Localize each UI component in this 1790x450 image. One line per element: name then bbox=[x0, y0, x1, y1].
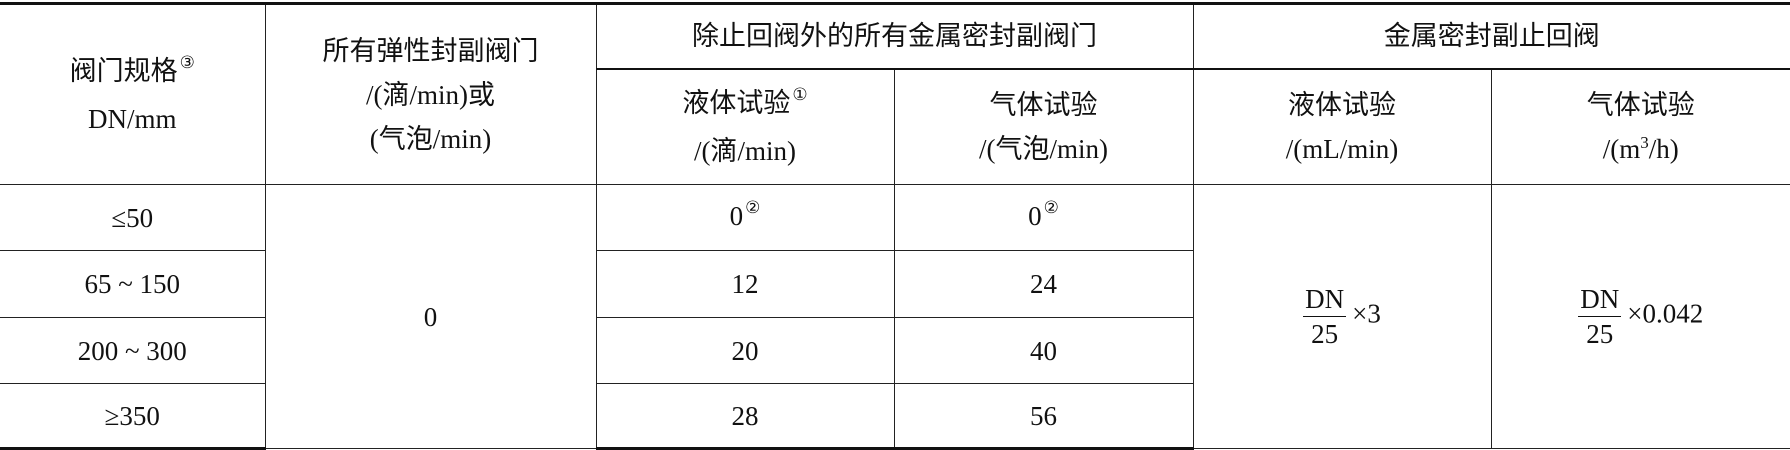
metal-gas-cell: 56 bbox=[893, 383, 1193, 450]
fraction: DN 25 bbox=[1303, 284, 1347, 349]
header-valve-size: 阀门规格 ③ DN/mm bbox=[0, 2, 266, 185]
footnote-2: ② bbox=[1043, 197, 1059, 217]
size-cell: ≥350 bbox=[0, 383, 266, 450]
footnote-2: ② bbox=[745, 197, 761, 217]
table-row: 65 ~ 150 12 24 bbox=[0, 250, 1790, 318]
fraction: DN 25 bbox=[1578, 284, 1622, 349]
header-check-valve-group: 金属密封副止回阀 bbox=[1192, 2, 1790, 70]
size-cell: 200 ~ 300 bbox=[0, 317, 266, 384]
size-cell: 65 ~ 150 bbox=[0, 250, 266, 318]
resilient-value-cell: 0 bbox=[264, 184, 597, 449]
metal-gas-cell: 40 bbox=[893, 317, 1193, 384]
metal-liquid-cell: 12 bbox=[595, 250, 895, 318]
size-cell: ≤50 bbox=[0, 184, 266, 251]
header-check-gas: 气体试验 /(m3/h) bbox=[1490, 68, 1790, 185]
check-liquid-formula-cell: DN 25 ×3 bbox=[1192, 184, 1492, 449]
table-row: ≥350 28 56 bbox=[0, 383, 1790, 450]
header-check-liquid: 液体试验 /(mL/min) bbox=[1192, 68, 1492, 185]
header-metal-liquid: 液体试验 ① /(滴/min) bbox=[596, 68, 895, 185]
header-metal-gas: 气体试验 /(气泡/min) bbox=[893, 68, 1194, 185]
table-row: 200 ~ 300 20 40 bbox=[0, 317, 1790, 384]
footnote-3: ③ bbox=[179, 52, 195, 72]
header-metal-seal-group: 除止回阀外的所有金属密封副阀门 bbox=[595, 2, 1194, 70]
metal-liquid-cell: 28 bbox=[595, 383, 895, 450]
metal-gas-cell: 24 bbox=[893, 250, 1193, 318]
footnote-1: ① bbox=[792, 84, 808, 104]
header-resilient-seal: 所有弹性封副阀门 /(滴/min)或 (气泡/min) bbox=[264, 2, 597, 185]
check-gas-formula-cell: DN 25 ×0.042 bbox=[1490, 184, 1790, 449]
metal-liquid-cell: 20 bbox=[595, 317, 895, 384]
